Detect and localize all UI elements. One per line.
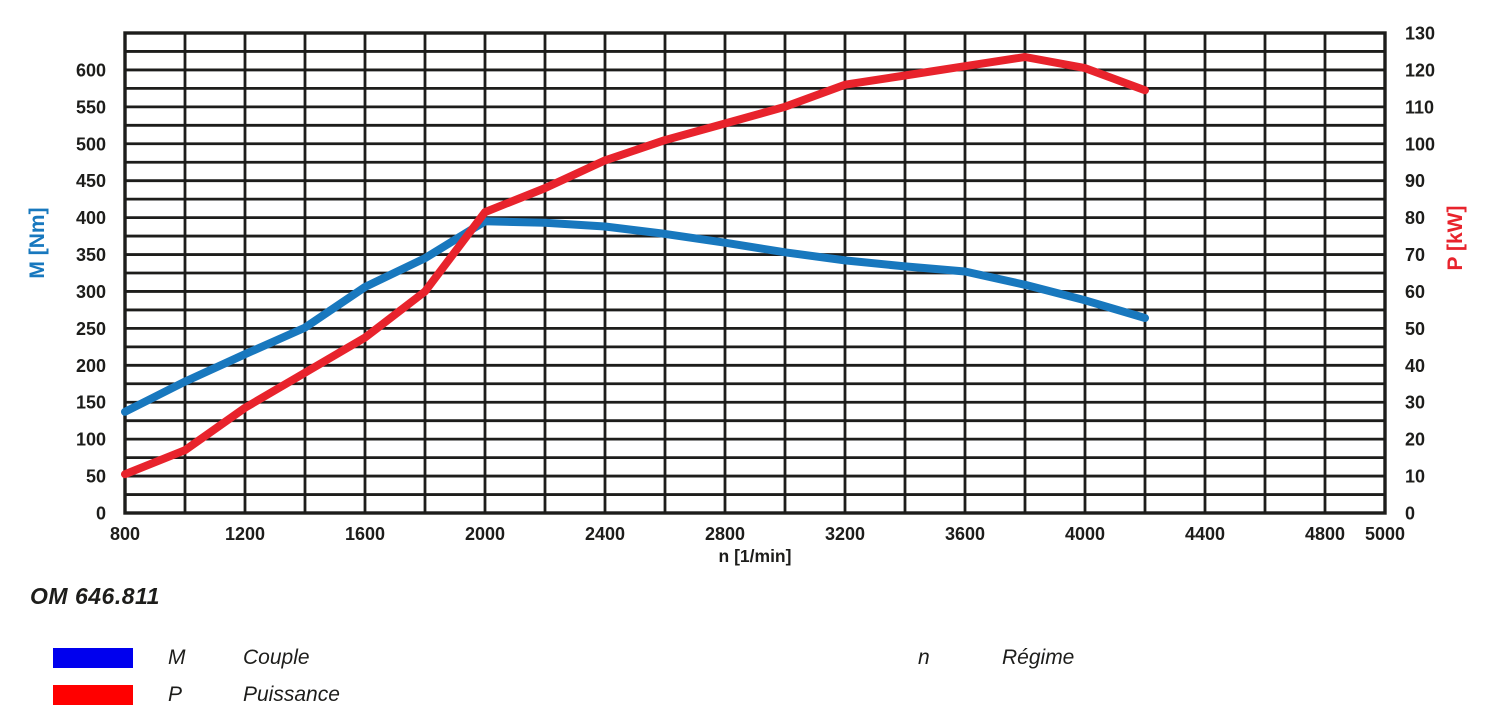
left-tick-label: 0 bbox=[96, 504, 106, 524]
right-axis-title: P [kW] bbox=[1444, 206, 1467, 271]
right-axis-tick-labels: 0 10 20 30 40 50 60 70 80 90 100 110 120 130 bbox=[1405, 24, 1435, 524]
x-axis-tick-labels: 800 1200 1600 2000 2400 2800 3200 3600 4000 4400 4… bbox=[110, 524, 1405, 544]
left-tick-label: 550 bbox=[76, 97, 106, 117]
right-tick-label: 130 bbox=[1405, 24, 1435, 44]
x-tick-label: 4400 bbox=[1185, 524, 1225, 544]
torque-legend-label: Couple bbox=[243, 646, 310, 669]
x-tick-label: 1600 bbox=[345, 524, 385, 544]
left-tick-label: 300 bbox=[76, 282, 106, 302]
x-tick-label: 4000 bbox=[1065, 524, 1105, 544]
plot-border bbox=[123, 31, 1387, 515]
right-tick-label: 40 bbox=[1405, 356, 1425, 376]
left-axis-tick-labels: 0 50 100 150 200 250 300 350 400 450 500 550 600 bbox=[76, 60, 106, 523]
torque-power-chart: 0 50 100 150 200 250 300 350 400 450 500 550 600 0 10 2… bbox=[26, 24, 1467, 567]
x-tick-label: 2800 bbox=[705, 524, 745, 544]
power-legend-label: Puissance bbox=[243, 683, 340, 706]
x-tick-label: 1200 bbox=[225, 524, 265, 544]
x-tick-label: 2400 bbox=[585, 524, 625, 544]
right-tick-label: 80 bbox=[1405, 208, 1425, 228]
left-tick-label: 100 bbox=[76, 430, 106, 450]
x-tick-label: 2000 bbox=[465, 524, 505, 544]
engine-model-label: OM 646.811 bbox=[30, 583, 160, 609]
x-tick-label: 5000 bbox=[1365, 524, 1405, 544]
right-tick-label: 90 bbox=[1405, 171, 1425, 191]
rpm-legend-symbol: n bbox=[918, 646, 930, 669]
rpm-legend-label: Régime bbox=[1002, 646, 1075, 669]
x-axis-title: n [1/min] bbox=[719, 546, 792, 566]
torque-legend-swatch bbox=[53, 648, 133, 668]
right-tick-label: 20 bbox=[1405, 430, 1425, 450]
right-tick-label: 60 bbox=[1405, 282, 1425, 302]
left-tick-label: 50 bbox=[86, 467, 106, 487]
x-tick-label: 3200 bbox=[825, 524, 865, 544]
left-tick-label: 350 bbox=[76, 245, 106, 265]
power-legend-symbol: P bbox=[168, 683, 183, 706]
power-curve bbox=[121, 53, 1149, 479]
right-tick-label: 100 bbox=[1405, 134, 1435, 154]
torque-curve bbox=[121, 217, 1149, 416]
left-tick-label: 250 bbox=[76, 319, 106, 339]
right-tick-label: 50 bbox=[1405, 319, 1425, 339]
right-tick-label: 30 bbox=[1405, 393, 1425, 413]
left-tick-label: 150 bbox=[76, 393, 106, 413]
right-tick-label: 120 bbox=[1405, 60, 1435, 80]
left-axis-title: M [Nm] bbox=[26, 207, 49, 278]
left-tick-label: 200 bbox=[76, 356, 106, 376]
x-tick-label: 3600 bbox=[945, 524, 985, 544]
left-tick-label: 500 bbox=[76, 134, 106, 154]
right-tick-label: 0 bbox=[1405, 504, 1415, 524]
power-legend-swatch bbox=[53, 685, 133, 705]
right-tick-label: 110 bbox=[1405, 97, 1434, 117]
left-tick-label: 600 bbox=[76, 60, 106, 80]
right-tick-label: 70 bbox=[1405, 245, 1425, 265]
left-tick-label: 400 bbox=[76, 208, 106, 228]
left-tick-label: 450 bbox=[76, 171, 106, 191]
torque-legend-symbol: M bbox=[168, 646, 186, 669]
x-tick-label: 800 bbox=[110, 524, 140, 544]
x-tick-label: 4800 bbox=[1305, 524, 1345, 544]
right-tick-label: 10 bbox=[1405, 467, 1425, 487]
